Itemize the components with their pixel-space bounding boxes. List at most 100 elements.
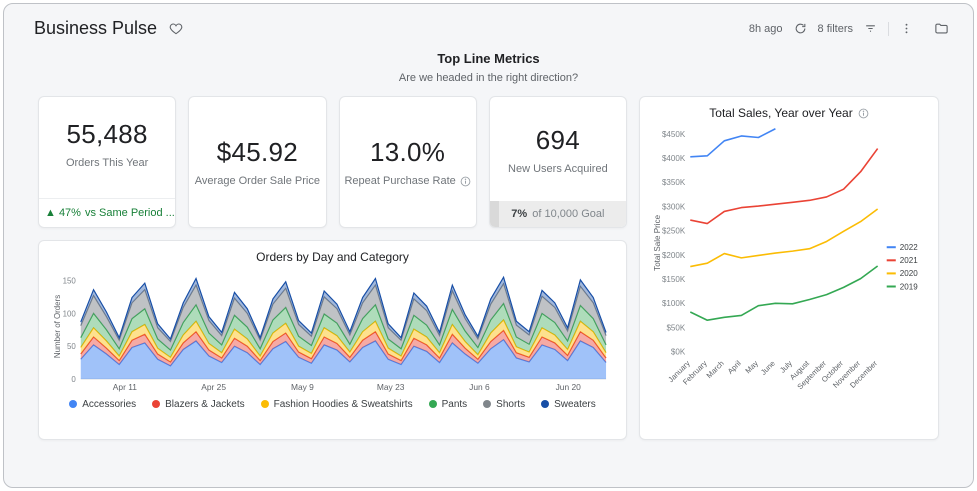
line-series-2020 (690, 208, 879, 268)
area-line-sweaters (80, 275, 607, 341)
dashboard-grid: 55,488 Orders This Year ▲ 47% vs Same Per… (4, 84, 973, 440)
svg-text:$400K: $400K (662, 154, 686, 163)
svg-text:March: March (705, 359, 726, 380)
line-series-2019 (689, 265, 879, 322)
kpi-value: 55,488 (66, 119, 148, 149)
area-line-fashion-hoodies-sweatshirts (80, 318, 607, 359)
svg-text:$300K: $300K (662, 202, 686, 211)
svg-text:May 9: May 9 (291, 382, 314, 392)
line-series-2021 (690, 148, 879, 225)
page-title: Business Pulse (34, 18, 158, 38)
header-divider (888, 21, 889, 36)
legend-item-pants[interactable]: Pants (428, 399, 467, 410)
dashboard-frame: Business Pulse 8h ago 8 filters (3, 3, 974, 488)
kpi-card-new-users-acquired: 694 New Users Acquired 7% of 10,000 Goal (488, 96, 627, 228)
kpi-comparison-footer: ▲ 47% vs Same Period ... (39, 198, 176, 227)
legend-label-2019: 2019 (900, 282, 918, 291)
legend-dot (69, 400, 78, 409)
sales-line-chart: $0K $50K $100K $150K $200K $250K $300K $350K $40… (653, 128, 918, 391)
svg-text:Apr 11: Apr 11 (113, 382, 137, 392)
info-icon[interactable] (460, 176, 471, 187)
legend-item-sweaters[interactable]: Sweaters (541, 399, 596, 410)
filter-button[interactable] (862, 20, 879, 37)
area-band-accessories (80, 339, 607, 380)
orders-stacked-area-chart: 0 50 100 150 Apr 11 Apr 25 May 9 May 23 Jun 6 Jun… (53, 275, 607, 392)
svg-text:May: May (743, 359, 760, 376)
svg-text:0: 0 (71, 375, 76, 384)
goal-text: 7% of 10,000 Goal (490, 201, 626, 227)
section-title: Top Line Metrics (437, 51, 540, 66)
more-menu-button[interactable] (898, 20, 915, 37)
svg-text:Jun 6: Jun 6 (469, 382, 490, 392)
kpi-label: Orders This Year (65, 157, 149, 169)
kpi-card-average-order-sale-price: $45.92 Average Order Sale Price (188, 96, 327, 228)
legend-item-shorts[interactable]: Shorts (483, 399, 525, 410)
legend-label-2020: 2020 (900, 269, 918, 278)
svg-text:Jun 20: Jun 20 (556, 382, 582, 392)
kpi-label: Repeat Purchase Rate (344, 175, 456, 187)
legend-label: Sweaters (554, 398, 596, 410)
svg-text:$350K: $350K (662, 178, 686, 187)
refresh-icon (795, 23, 805, 34)
goal-suffix: of 10,000 Goal (529, 208, 605, 220)
svg-text:50: 50 (67, 342, 76, 351)
legend-item-accessories[interactable]: Accessories (69, 399, 136, 410)
sales-chart-legend: 2022 2021 2020 2019 (886, 243, 918, 291)
area-line-blazers-jackets (80, 329, 607, 363)
area-line-accessories (80, 338, 607, 367)
folder-button[interactable] (932, 19, 951, 38)
legend-item-fashion-hoodies-sweatshirts[interactable]: Fashion Hoodies & Sweatshirts (260, 398, 413, 410)
y-axis-title: Total Sale Price (653, 214, 662, 270)
legend-label: Fashion Hoodies & Sweatshirts (273, 398, 413, 410)
y-axis-ticks: $0K $50K $100K $150K $200K $250K $300K $350K $40… (662, 130, 686, 357)
goal-progress-bar: 7% of 10,000 Goal (489, 201, 626, 227)
kpi-card-repeat-purchase-rate: 13.0% Repeat Purchase Rate (338, 96, 477, 228)
kpi-label: New Users Acquired (508, 163, 608, 175)
orders-chart-title: Orders by Day and Category (256, 250, 409, 264)
svg-text:$200K: $200K (662, 251, 686, 260)
goal-progress-fill (489, 201, 500, 227)
svg-text:April: April (726, 359, 743, 376)
svg-text:Apr 25: Apr 25 (201, 382, 226, 392)
svg-text:May 23: May 23 (377, 382, 405, 392)
filter-icon (866, 25, 875, 32)
legend-label: Shorts (496, 398, 526, 410)
svg-text:$50K: $50K (666, 323, 685, 332)
y-axis-ticks: 0 50 100 150 (63, 276, 77, 383)
delta-up-indicator: ▲ 47% (45, 207, 81, 219)
kpi-value: $45.92 (216, 137, 299, 167)
favorite-heart-button[interactable] (167, 20, 185, 38)
kpi-value: 694 (535, 125, 581, 155)
legend-dot (152, 400, 161, 409)
svg-text:$100K: $100K (662, 299, 686, 308)
area-band-fashion-hoodies-sweatshirts (80, 319, 607, 362)
info-icon[interactable] (858, 108, 869, 119)
orders-chart-legend: Accessories Blazers & Jackets Fashion Hood… (51, 399, 614, 410)
legend-label-2021: 2021 (900, 256, 918, 265)
sales-chart-title: Total Sales, Year over Year (709, 106, 853, 120)
svg-text:100: 100 (63, 309, 77, 318)
svg-text:$450K: $450K (662, 130, 686, 139)
last-updated-label: 8h ago (748, 22, 783, 35)
heart-icon (169, 23, 183, 34)
line-series-2022 (690, 128, 776, 158)
legend-label: Blazers & Jackets (165, 398, 245, 410)
legend-label: Accessories (82, 398, 137, 410)
refresh-button[interactable] (792, 20, 809, 37)
area-line-shorts (80, 282, 607, 343)
legend-dot (483, 400, 492, 409)
kpi-value: 13.0% (370, 137, 446, 167)
svg-text:150: 150 (63, 276, 77, 285)
legend-item-blazers-jackets[interactable]: Blazers & Jackets (152, 398, 245, 410)
y-axis-title: Number of Orders (53, 295, 62, 358)
svg-text:$150K: $150K (662, 275, 686, 284)
folder-icon (935, 23, 948, 34)
kebab-menu-icon (905, 23, 908, 34)
area-band-shorts (80, 283, 607, 351)
svg-text:$0K: $0K (671, 347, 686, 356)
legend-dot (260, 400, 269, 409)
filters-count-label[interactable]: 8 filters (817, 22, 853, 35)
svg-text:June: June (759, 359, 777, 377)
header: Business Pulse 8h ago 8 filters (4, 4, 973, 41)
